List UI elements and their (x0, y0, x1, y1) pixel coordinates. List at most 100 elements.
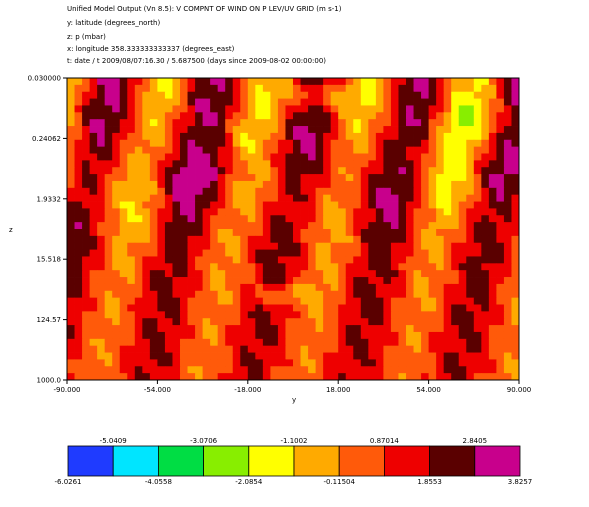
heatmap-cell (503, 338, 512, 347)
heatmap-cell (119, 167, 128, 175)
heatmap-cell (285, 194, 294, 202)
heatmap-cell (240, 146, 249, 154)
heatmap-cell (315, 283, 324, 292)
heatmap-cell (375, 318, 384, 326)
heatmap-cell (202, 283, 211, 292)
heatmap-cell (195, 304, 203, 312)
heatmap-cell (240, 174, 249, 182)
heatmap-cell (375, 160, 384, 168)
heatmap-cell (164, 208, 173, 216)
heatmap-cell (421, 132, 429, 141)
heatmap-cell (74, 153, 83, 161)
heatmap-cell (413, 290, 422, 299)
heatmap-cell (473, 263, 482, 271)
heatmap-cell (112, 256, 121, 264)
heatmap-cell (195, 139, 203, 148)
heatmap-cell (353, 304, 362, 312)
heatmap-cell (74, 187, 83, 196)
heatmap-cell (360, 304, 369, 312)
heatmap-cell (119, 249, 128, 257)
heatmap-cell (398, 222, 407, 230)
heatmap-cell (89, 132, 98, 141)
heatmap-cell (157, 304, 166, 312)
heatmap-cell (300, 235, 309, 244)
heatmap-cell (172, 84, 181, 93)
heatmap-cell (134, 132, 143, 141)
heatmap-cell (330, 119, 339, 127)
heatmap-cell (112, 126, 121, 134)
heatmap-cell (210, 194, 219, 202)
heatmap-cell (315, 194, 324, 202)
heatmap-cell (172, 160, 181, 168)
heatmap-cell (315, 345, 324, 353)
heatmap-cell (210, 187, 219, 196)
heatmap-cell (104, 352, 113, 360)
heatmap-cell (413, 311, 422, 319)
heatmap-cell (157, 283, 166, 292)
heatmap-cell (277, 345, 286, 353)
heatmap-cell (127, 311, 136, 319)
heatmap-cell (488, 331, 497, 340)
heatmap-cell (82, 126, 90, 134)
heatmap-cell (97, 338, 106, 347)
heatmap-cell (127, 119, 136, 127)
colorbar-lower-label: -6.0261 (54, 478, 81, 486)
heatmap-cell (217, 132, 226, 141)
heatmap-cell (315, 304, 324, 312)
heatmap-cell (149, 277, 158, 285)
heatmap-cell (157, 366, 166, 374)
colorbar-swatch (112, 445, 159, 477)
heatmap-cell (293, 345, 301, 353)
heatmap-cell (428, 201, 437, 209)
heatmap-cell (74, 318, 83, 326)
heatmap-cell (345, 331, 354, 340)
heatmap-cell (232, 331, 241, 340)
heatmap-cell (436, 290, 445, 299)
heatmap-cell (338, 126, 347, 134)
heatmap-cell (428, 194, 437, 202)
heatmap-cell (89, 297, 98, 305)
heatmap-cell (503, 352, 512, 360)
heatmap-cell (466, 126, 475, 134)
heatmap-cell (421, 187, 429, 196)
heatmap-cell (134, 160, 143, 168)
heatmap-cell (300, 201, 309, 209)
heatmap-cell (97, 325, 106, 333)
heatmap-cell (338, 78, 347, 86)
heatmap-cell (443, 132, 452, 141)
heatmap-cell (119, 160, 128, 168)
heatmap-cell (195, 229, 203, 237)
heatmap-cell (345, 91, 354, 99)
heatmap-cell (436, 208, 445, 216)
heatmap-cell (353, 153, 362, 161)
heatmap-cell (428, 373, 437, 381)
heatmap-cell (451, 311, 460, 319)
heatmap-cell (413, 366, 422, 374)
heatmap-cell (225, 174, 234, 182)
heatmap-cell (232, 318, 241, 326)
heatmap-cell (157, 215, 166, 223)
heatmap-cell (97, 174, 106, 182)
heatmap-cell (368, 112, 377, 120)
heatmap-cell (473, 132, 482, 141)
heatmap-cell (443, 208, 452, 216)
heatmap-cell (323, 345, 332, 353)
heatmap-cell (67, 105, 75, 113)
heatmap-cell (443, 235, 452, 244)
heatmap-cell (466, 304, 475, 312)
heatmap-cell (134, 112, 143, 120)
heatmap-cell (293, 277, 301, 285)
heatmap-cell (172, 359, 181, 367)
heatmap-cell (127, 249, 136, 257)
heatmap-cell (187, 290, 196, 299)
heatmap-cell (285, 373, 294, 381)
heatmap-cell (157, 373, 166, 381)
heatmap-cell (451, 98, 460, 106)
heatmap-cell (172, 222, 181, 230)
heatmap-cell (398, 249, 407, 257)
heatmap-cell (270, 160, 279, 168)
heatmap-cell (149, 194, 158, 202)
heatmap-cell (338, 153, 347, 161)
heatmap-cell (255, 187, 264, 196)
